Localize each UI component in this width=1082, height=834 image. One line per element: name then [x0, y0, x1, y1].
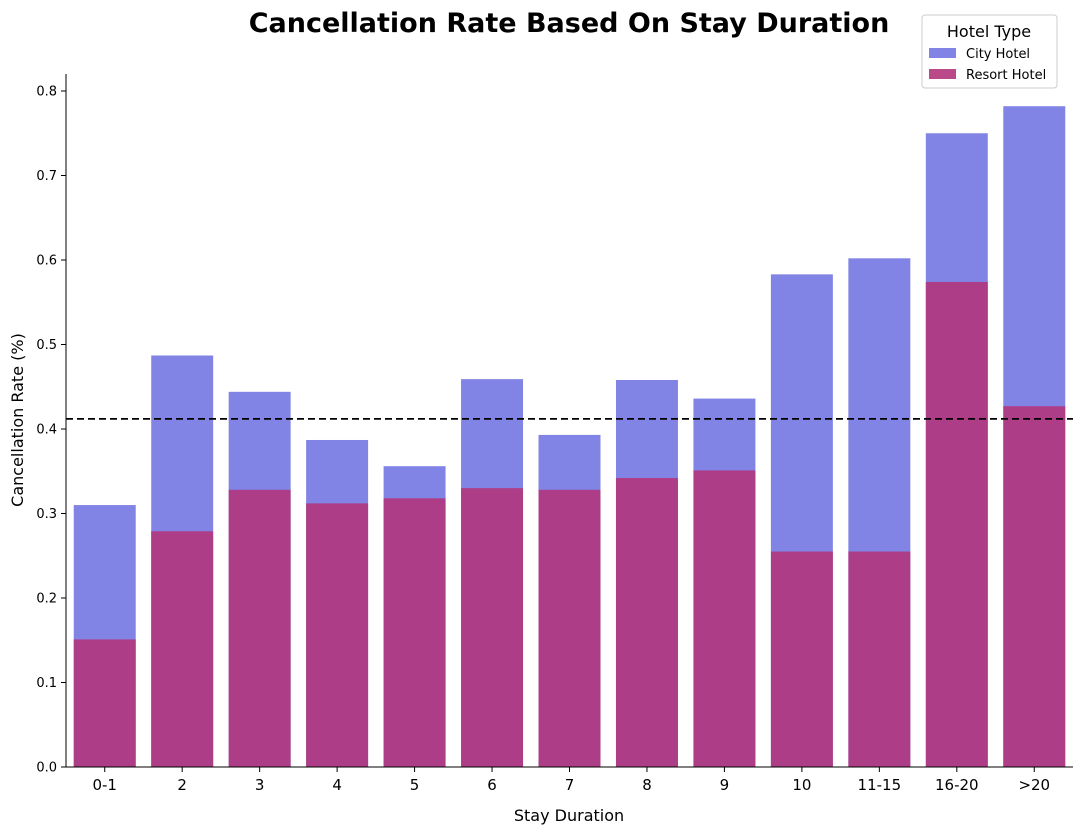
x-tick-label-8: 9	[720, 776, 730, 794]
y-tick-label-0: 0.0	[36, 761, 57, 776]
x-tick-label-10: 11-15	[858, 776, 902, 794]
x-tick-label-4: 5	[410, 776, 420, 794]
x-tick-label-0: 0-1	[92, 776, 117, 794]
x-tick-label-2: 3	[255, 776, 265, 794]
y-tick-label-2: 0.2	[36, 592, 57, 607]
x-axis-title: Stay Duration	[514, 806, 624, 825]
bar-resort-hotel-0	[73, 639, 136, 767]
bar-resort-hotel-8	[693, 470, 756, 767]
x-tick-label-5: 6	[487, 776, 497, 794]
y-axis-title: Cancellation Rate (%)	[8, 333, 27, 507]
legend-swatch-resort-hotel	[929, 69, 956, 79]
bars-layer	[73, 106, 1066, 767]
legend-label-resort-hotel: Resort Hotel	[966, 68, 1046, 83]
x-tick-label-6: 7	[565, 776, 575, 794]
legend-title: Hotel Type	[947, 22, 1031, 41]
x-tick-label-12: >20	[1018, 776, 1050, 794]
bar-resort-hotel-9	[770, 551, 833, 767]
x-tick-label-9: 10	[792, 776, 811, 794]
bar-resort-hotel-5	[461, 488, 524, 767]
axes-layer: 0.0 0.1 0.2 0.3 0.4 0.5 0.6 0.7 0.8 0-1 2 3 4 5 6 7 8 9 10…	[36, 74, 1073, 794]
y-tick-label-8: 0.8	[36, 85, 57, 100]
x-tick-label-7: 8	[642, 776, 652, 794]
y-tick-label-5: 0.5	[36, 338, 57, 353]
legend-items: City Hotel Resort Hotel	[929, 47, 1046, 83]
bar-resort-hotel-1	[151, 531, 214, 767]
bar-resort-hotel-3	[306, 503, 369, 767]
x-tick-label-3: 4	[332, 776, 342, 794]
y-tick-label-4: 0.4	[36, 423, 57, 438]
legend: Hotel Type City Hotel Resort Hotel	[921, 14, 1058, 89]
bar-resort-hotel-11	[925, 281, 988, 767]
y-tick-label-1: 0.1	[36, 676, 57, 691]
bar-resort-hotel-6	[538, 489, 601, 767]
x-tick-label-1: 2	[177, 776, 187, 794]
bar-resort-hotel-10	[848, 551, 911, 767]
chart-title: Cancellation Rate Based On Stay Duration	[249, 8, 890, 39]
legend-label-city-hotel: City Hotel	[966, 47, 1030, 62]
x-tick-label-11: 16-20	[935, 776, 979, 794]
legend-swatch-city-hotel	[929, 48, 956, 58]
bar-resort-hotel-12	[1003, 406, 1066, 767]
bar-resort-hotel-7	[615, 478, 678, 767]
y-tick-label-6: 0.6	[36, 254, 57, 269]
bar-resort-hotel-2	[228, 489, 291, 767]
y-tick-label-7: 0.7	[36, 169, 57, 184]
bar-resort-hotel-4	[383, 498, 446, 767]
y-tick-label-3: 0.3	[36, 507, 57, 522]
